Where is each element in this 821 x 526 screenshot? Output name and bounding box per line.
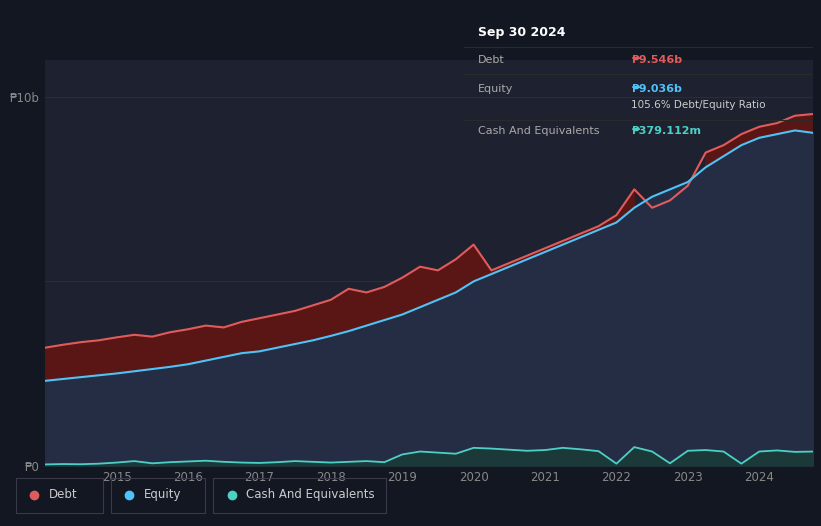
Text: Cash And Equivalents: Cash And Equivalents [246, 488, 375, 501]
Text: Sep 30 2024: Sep 30 2024 [478, 25, 566, 38]
Text: Cash And Equivalents: Cash And Equivalents [478, 126, 599, 136]
Text: ₱9.036b: ₱9.036b [631, 84, 682, 94]
Text: Equity: Equity [478, 84, 513, 94]
Text: ₱379.112m: ₱379.112m [631, 126, 701, 136]
Text: Debt: Debt [49, 488, 78, 501]
Text: Debt: Debt [478, 55, 505, 65]
Text: 105.6% Debt/Equity Ratio: 105.6% Debt/Equity Ratio [631, 100, 766, 110]
Text: Equity: Equity [144, 488, 181, 501]
Text: ₱9.546b: ₱9.546b [631, 55, 682, 65]
